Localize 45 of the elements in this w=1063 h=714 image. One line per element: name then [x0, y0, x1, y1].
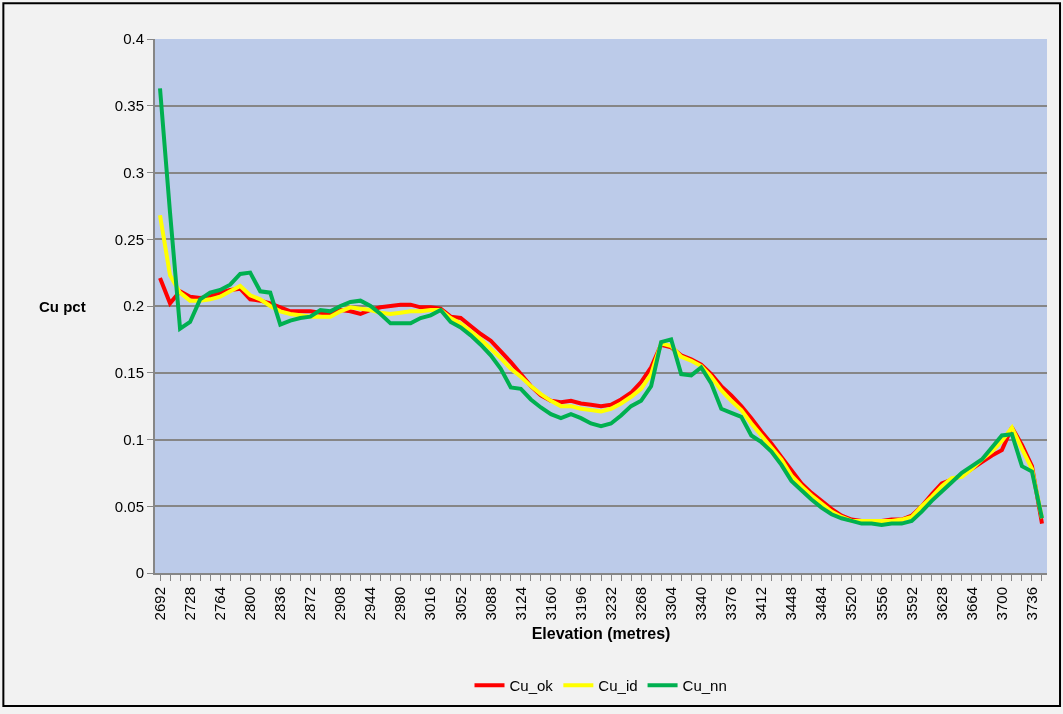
y-tick-label: 0.05 [114, 497, 144, 515]
x-tick-label: 3088 [481, 587, 499, 621]
x-tick-label: 3160 [541, 587, 559, 621]
x-tick-label: 3412 [752, 587, 770, 621]
x-tick-label: 3304 [662, 587, 680, 621]
x-tick-label: 3232 [601, 587, 619, 621]
x-tick-label: 3736 [1022, 587, 1040, 621]
x-tick-label: 3268 [631, 587, 649, 621]
x-tick-label: 3016 [421, 587, 439, 621]
x-tick-label: 3340 [692, 587, 710, 621]
legend-label: Cu_nn [682, 677, 727, 695]
x-tick-label: 3448 [782, 587, 800, 621]
x-tick-label: 3664 [962, 587, 980, 621]
x-tick-label: 2800 [241, 587, 259, 621]
x-tick-label: 2764 [211, 587, 229, 621]
x-tick-label: 2692 [150, 587, 168, 621]
y-axis-title: Cu pct [39, 298, 86, 315]
y-tick-label: 0 [135, 564, 144, 582]
x-tick-label: 3628 [932, 587, 950, 621]
y-tick-label: 0.2 [123, 297, 144, 315]
x-tick-label: 3592 [902, 587, 920, 621]
x-tick-label: 3376 [722, 587, 740, 621]
y-tick-label: 0.3 [123, 163, 144, 181]
y-tick-label: 0.25 [114, 230, 144, 248]
x-tick-label: 2908 [331, 587, 349, 621]
x-axis-title: Elevation (metres) [531, 624, 671, 642]
y-tick-label: 0.15 [114, 364, 144, 381]
y-tick-label: 0.4 [123, 30, 144, 48]
x-tick-label: 3052 [451, 587, 469, 621]
x-tick-label: 2980 [391, 587, 409, 621]
x-tick-label: 3124 [511, 587, 529, 621]
x-tick-label: 2728 [180, 587, 198, 621]
y-tick-label: 0.35 [114, 97, 144, 114]
x-tick-label: 2944 [361, 587, 379, 621]
x-tick-label: 3520 [842, 587, 860, 621]
line-series [158, 86, 1044, 527]
x-tick-label: 2836 [271, 587, 289, 621]
x-tick-label: 3700 [992, 587, 1010, 621]
x-tick-label: 2872 [301, 587, 319, 621]
x-tick-label: 3484 [812, 587, 830, 621]
x-tick-label: 3556 [872, 587, 890, 621]
x-tick-label: 3196 [571, 587, 589, 621]
legend-label: Cu_id [598, 677, 638, 695]
y-tick-label: 0.1 [123, 430, 144, 448]
legend-label: Cu_ok [509, 677, 554, 695]
